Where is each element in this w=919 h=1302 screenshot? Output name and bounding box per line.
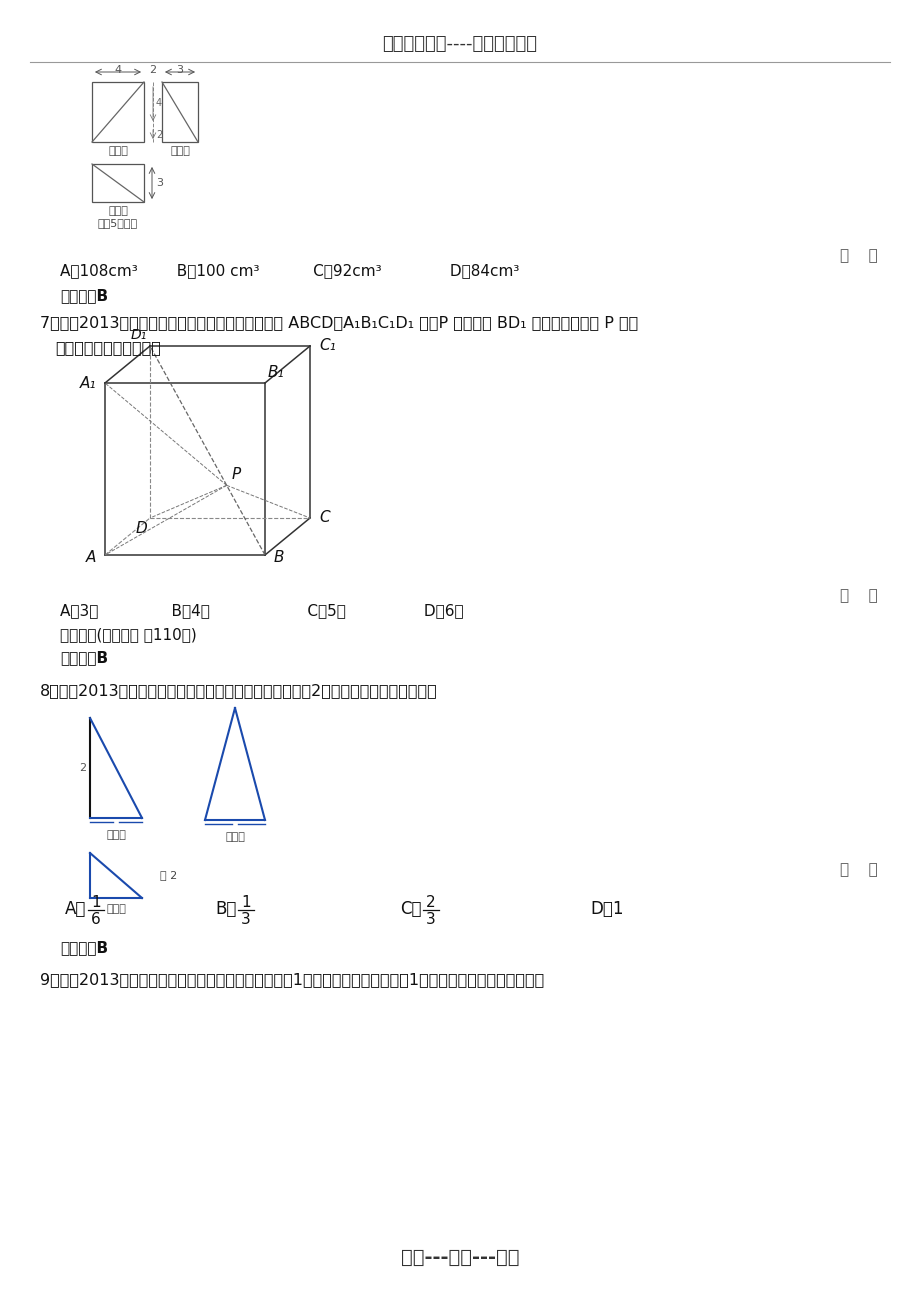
Text: B．: B．	[215, 900, 236, 918]
Bar	[92, 82, 144, 142]
Text: 2: 2	[79, 763, 85, 773]
Text: 【答案】B: 【答案】B	[60, 288, 108, 303]
Text: 9．．（2013年高考湖南（文））已知正方体的棱长为1，其俯视图是一个面积为1的正方形，侧视图是一个面积: 9．．（2013年高考湖南（文））已知正方体的棱长为1，其俯视图是一个面积为1的…	[40, 973, 544, 987]
Text: 【答案】B: 【答案】B	[60, 940, 108, 954]
Text: 6: 6	[91, 911, 101, 927]
Text: 1: 1	[241, 894, 251, 910]
Text: D: D	[135, 521, 147, 536]
Text: 侧视图: 侧视图	[225, 832, 244, 842]
Text: 3: 3	[241, 911, 251, 927]
Text: P: P	[232, 467, 241, 482]
Text: A．3个               B．4个                    C．5个                D．6个: A．3个 B．4个 C．5个 D．6个	[60, 603, 463, 618]
Text: 8．．（2013年高考广东卷（文））某三棱锥的三视图如图2所示，则该三棱锥的体积是: 8．．（2013年高考广东卷（文））某三棱锥的三视图如图2所示，则该三棱锥的体积…	[40, 684, 437, 698]
Text: A: A	[85, 549, 96, 565]
Text: A．: A．	[65, 900, 86, 918]
Text: （    ）: （ ）	[839, 589, 877, 603]
Text: 【答案】B: 【答案】B	[60, 650, 108, 665]
Text: 7．．（2013年高考北京卷（文））如图，在正方体 ABCD－A₁B₁C₁D₁ 中，P 为对角线 BD₁ 的三等分点，则 P 到各: 7．．（2013年高考北京卷（文））如图，在正方体 ABCD－A₁B₁C₁D₁ …	[40, 315, 638, 329]
Text: D₁: D₁	[130, 328, 147, 342]
Text: 侧视图: 侧视图	[170, 146, 189, 156]
Text: 2: 2	[425, 894, 436, 910]
Text: C₁: C₁	[319, 339, 335, 354]
Text: B₁: B₁	[267, 365, 284, 380]
Text: 3: 3	[156, 178, 163, 187]
Text: 4: 4	[156, 98, 162, 108]
Text: C．: C．	[400, 900, 421, 918]
Text: C: C	[319, 510, 329, 526]
Bar	[162, 82, 198, 142]
Text: （    ）: （ ）	[839, 862, 877, 878]
Bar	[92, 164, 144, 202]
Text: 2: 2	[156, 130, 162, 139]
Text: 精选优质文档----倾情为你奉上: 精选优质文档----倾情为你奉上	[382, 35, 537, 53]
Text: 俯视图: 俯视图	[106, 904, 126, 914]
Text: A₁: A₁	[79, 375, 96, 391]
Text: A．108cm³        B．100 cm³           C．92cm³              D．84cm³: A．108cm³ B．100 cm³ C．92cm³ D．84cm³	[60, 263, 519, 279]
Text: 1: 1	[91, 894, 101, 910]
Text: B: B	[274, 549, 284, 565]
Text: 第二部分(非选择题 共110分): 第二部分(非选择题 共110分)	[60, 628, 197, 642]
Text: 图 2: 图 2	[160, 871, 177, 880]
Text: 4: 4	[114, 65, 121, 76]
Text: （    ）: （ ）	[839, 247, 877, 263]
Text: （第5题图）: （第5题图）	[97, 217, 138, 228]
Text: 3: 3	[176, 65, 183, 76]
Text: 3: 3	[425, 911, 436, 927]
Text: 专心---专注---专业: 专心---专注---专业	[401, 1249, 518, 1267]
Text: 正视图: 正视图	[108, 146, 128, 156]
Text: 俯视图: 俯视图	[108, 206, 128, 216]
Text: 顶点的距离的不同取值有: 顶点的距离的不同取值有	[55, 340, 161, 355]
Text: 正视图: 正视图	[106, 829, 126, 840]
Text: D．1: D．1	[589, 900, 623, 918]
Text: 2: 2	[149, 65, 156, 76]
